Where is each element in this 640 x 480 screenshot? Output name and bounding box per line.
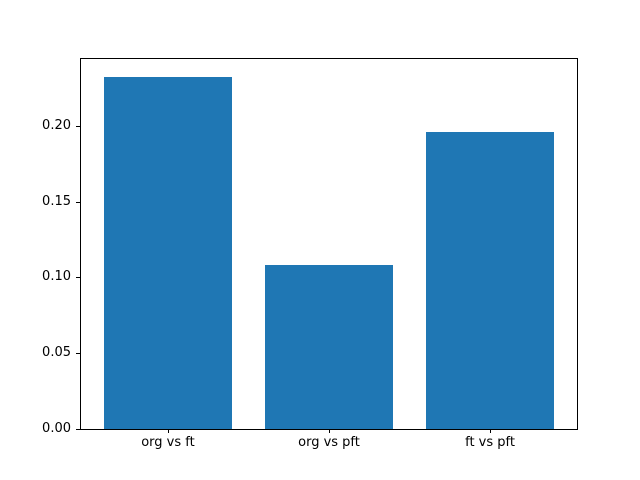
- x-tick-mark: [167, 429, 169, 433]
- x-tick-label: org vs ft: [141, 435, 195, 450]
- plot-area: 0.00 0.05 0.10 0.15 0.20 org vs ft org vs pft f…: [42, 58, 578, 450]
- y-tick-label: 0.20: [42, 117, 71, 133]
- x-tick-label: ft vs pft: [465, 435, 515, 450]
- y-tick-mark: [76, 201, 80, 203]
- x-tick-label: org vs pft: [298, 435, 360, 450]
- y-tick-label: 0.10: [42, 269, 71, 285]
- y-tick-mark: [76, 125, 80, 127]
- x-tick-mark: [490, 429, 492, 433]
- x-tick-mark: [329, 429, 330, 433]
- y-tick-label: 0.00: [42, 421, 71, 436]
- y-tick-mark: [76, 353, 80, 355]
- y-tick-label: 0.15: [42, 193, 71, 209]
- bar-org-vs-ft: [103, 77, 233, 429]
- y-tick-mark: [76, 277, 80, 279]
- bar-org-vs-pft: [264, 265, 394, 429]
- bar-ft-vs-pft: [425, 131, 555, 429]
- y-tick-mark: [76, 429, 80, 430]
- y-tick-label: 0.05: [42, 345, 71, 361]
